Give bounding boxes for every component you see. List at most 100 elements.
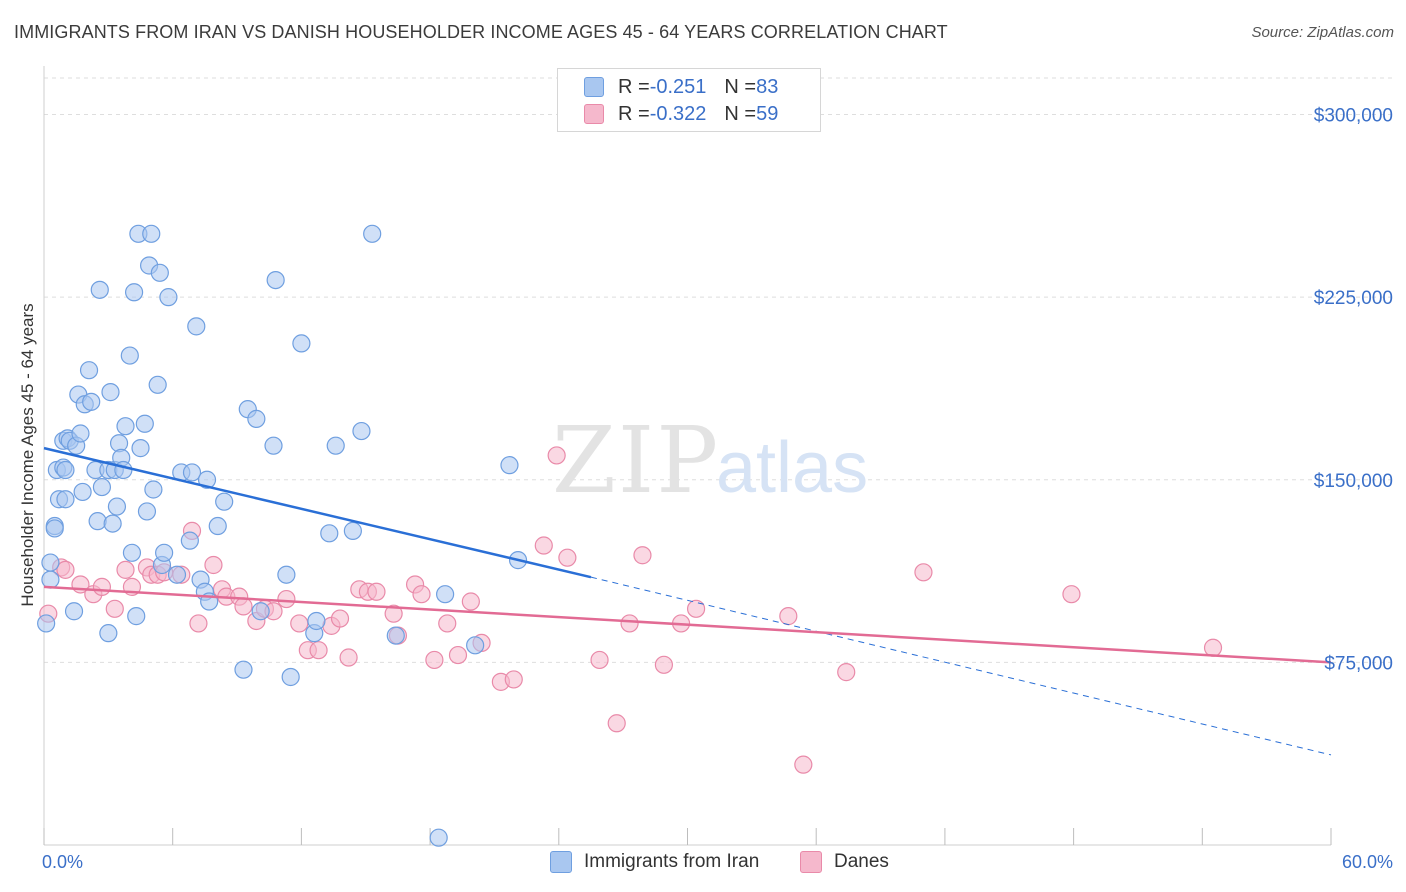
- source-credit: Source: ZipAtlas.com: [1251, 24, 1394, 41]
- danes-point-54: [686, 599, 706, 618]
- watermark-zip: ZIP: [552, 407, 720, 514]
- legend-r-label: R =: [618, 102, 650, 125]
- iran-point-66: [264, 436, 283, 455]
- danes-point-39: [438, 614, 457, 633]
- danes-point-24: [277, 589, 296, 609]
- iran-point-45: [144, 480, 163, 499]
- iran-point-35: [120, 346, 139, 365]
- danes-point-59: [1062, 585, 1081, 604]
- iran-point-36: [122, 543, 142, 562]
- iran-point-9: [56, 460, 75, 480]
- danes-point-7: [116, 560, 135, 579]
- danes-point-30: [339, 648, 358, 667]
- correlation-legend: R = -0.251 N = 83 R = -0.322 N = 59: [557, 68, 821, 132]
- iran-point-73: [320, 524, 339, 543]
- iran-point-79: [429, 828, 448, 847]
- danes-point-40: [448, 645, 468, 665]
- iran-point-74: [326, 436, 345, 455]
- legend-n-label: N =: [724, 75, 757, 98]
- danes-point-20: [234, 597, 253, 616]
- iran-point-19: [79, 361, 99, 380]
- danes-point-25: [290, 614, 309, 633]
- danes-point-50: [620, 614, 639, 633]
- iran-point-23: [90, 280, 109, 299]
- legend-n-label: N =: [724, 102, 757, 125]
- danes-points: [39, 446, 1223, 774]
- iran-trend-extension: [590, 576, 1332, 756]
- danes-point-49: [607, 714, 626, 733]
- danes-point-6: [105, 599, 124, 618]
- iran-point-62: [234, 660, 253, 679]
- danes-point-56: [794, 755, 813, 774]
- iran-point-26: [99, 624, 118, 643]
- danes-point-33: [367, 582, 386, 601]
- legend-r-value: -0.322: [649, 102, 707, 125]
- iran-point-69: [281, 667, 300, 687]
- iran-point-4: [45, 519, 64, 538]
- danes-point-44: [504, 670, 523, 689]
- watermark-atlas: atlas: [716, 428, 868, 508]
- iran-point-17: [73, 482, 92, 502]
- danes-point-34: [384, 604, 403, 623]
- iran-point-33: [114, 460, 133, 480]
- iran-point-70: [292, 334, 311, 353]
- iran-point-65: [251, 602, 270, 621]
- danes-point-16: [204, 555, 223, 575]
- iran-point-27: [101, 383, 120, 402]
- iran-point-55: [187, 317, 206, 336]
- iran-point-42: [137, 502, 157, 521]
- series-label-iran: Immigrants from Iran: [584, 851, 760, 872]
- legend-r-value: -0.251: [649, 75, 707, 98]
- iran-point-40: [131, 439, 150, 458]
- danes-point-51: [633, 546, 652, 565]
- iran-point-68: [277, 565, 296, 584]
- iran-point-28: [103, 514, 122, 533]
- legend-n-value: 59: [756, 102, 779, 125]
- iran-point-22: [88, 512, 107, 531]
- iran-point-82: [500, 456, 519, 475]
- series-label-danes: Danes: [834, 851, 889, 872]
- danes-trend-line: [43, 585, 1332, 664]
- y-tick-label-3: $300,000: [1314, 106, 1393, 127]
- iran-point-44: [142, 224, 161, 243]
- series-swatch-danes: [800, 851, 822, 873]
- x-tick-label-min: 0.0%: [42, 852, 84, 872]
- legend-r-label: R =: [618, 75, 650, 98]
- iran-point-60: [208, 516, 227, 536]
- iran-point-76: [352, 421, 371, 441]
- danes-point-48: [590, 650, 609, 670]
- iran-point-51: [167, 565, 187, 584]
- iran-point-80: [436, 585, 455, 604]
- iran-point-16: [71, 424, 90, 443]
- y-tick-label-1: $150,000: [1314, 471, 1393, 492]
- iran-point-0: [37, 614, 56, 633]
- legend-swatch-iran: [584, 77, 604, 97]
- danes-point-47: [558, 548, 577, 567]
- iran-point-1: [41, 570, 60, 589]
- y-tick-labels: $75,000 $150,000 $225,000 $300,000: [1314, 106, 1393, 675]
- iran-point-72: [307, 611, 326, 631]
- iran-point-67: [266, 270, 285, 290]
- danes-point-37: [412, 585, 431, 604]
- legend-row-iran: R = -0.251 N = 83: [584, 74, 778, 100]
- x-tick-label-max: 60.0%: [1341, 852, 1393, 872]
- iran-point-75: [343, 521, 362, 540]
- iran-point-30: [107, 497, 127, 516]
- iran-point-47: [150, 263, 169, 282]
- iran-point-78: [386, 626, 405, 645]
- iran-points: [37, 224, 528, 847]
- iran-point-81: [466, 636, 485, 655]
- series-swatch-iran: [550, 851, 572, 873]
- iran-trend-line: [43, 446, 592, 579]
- legend-row-danes: R = -0.322 N = 59: [584, 101, 778, 127]
- iran-point-10: [56, 490, 75, 509]
- iran-point-61: [215, 492, 234, 511]
- series-legend-danes: Danes: [800, 851, 889, 873]
- iran-point-64: [247, 409, 266, 428]
- grid-lines: [44, 77, 1394, 663]
- iran-point-2: [41, 553, 60, 572]
- iran-point-24: [92, 477, 112, 497]
- legend-n-value: 83: [756, 75, 779, 98]
- y-tick-label-2: $225,000: [1314, 288, 1393, 309]
